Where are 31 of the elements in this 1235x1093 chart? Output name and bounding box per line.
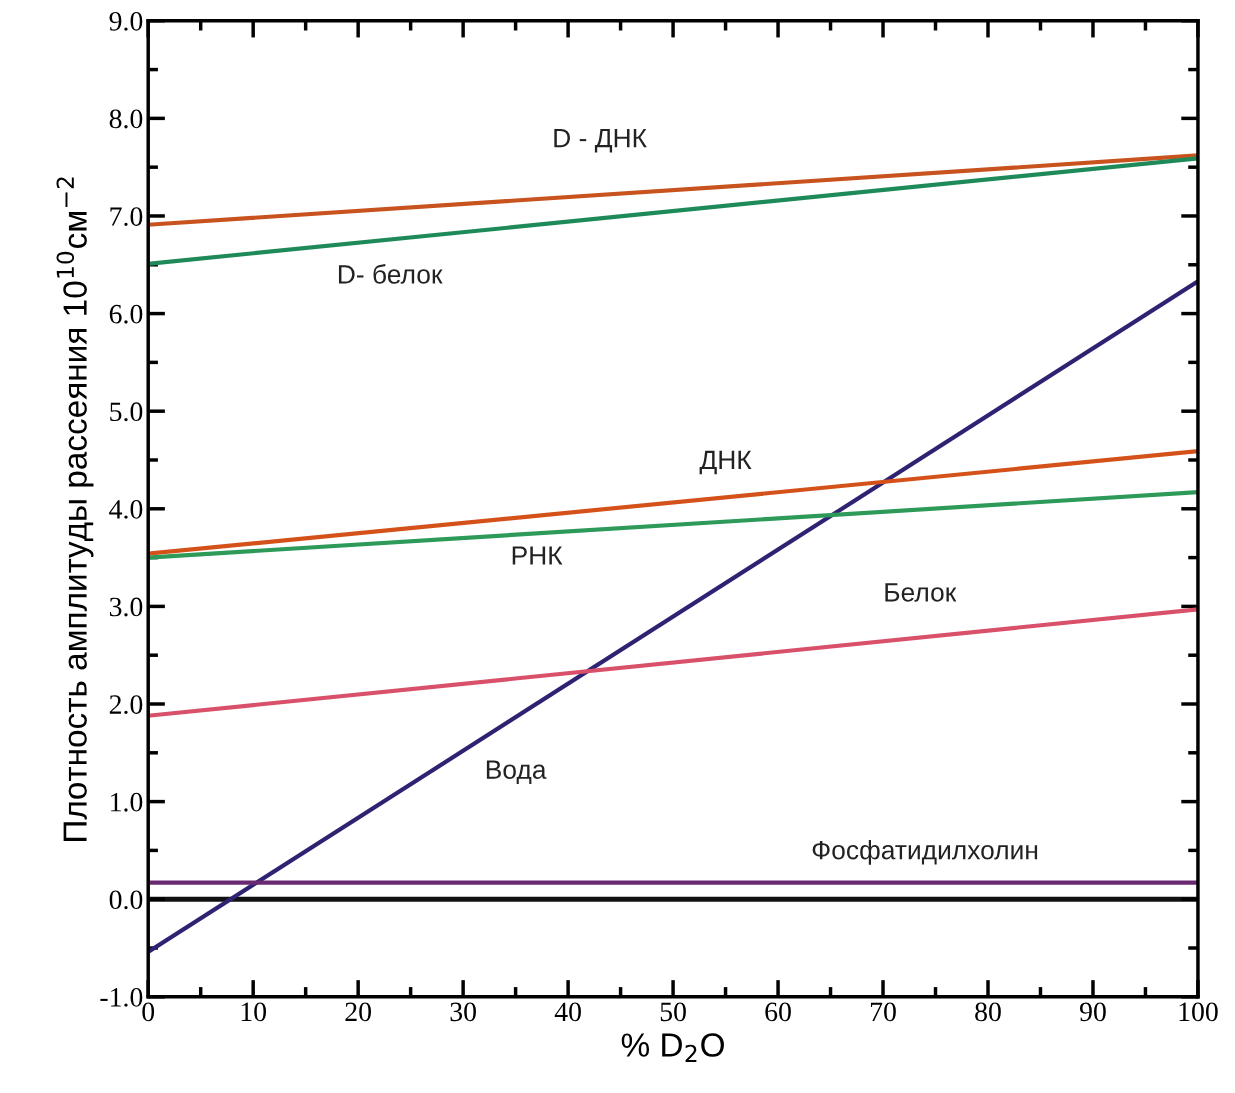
- y-tick-label: 3.0: [109, 597, 143, 617]
- y-tick-label: 7.0: [110, 207, 143, 227]
- x-tick-label: 20: [345, 1002, 371, 1022]
- y-tick-label: 1.0: [111, 792, 143, 812]
- x-tick-label: 0: [142, 1002, 155, 1022]
- series-label: Белок: [885, 583, 957, 602]
- series-label: Вода: [486, 760, 547, 784]
- y-tick-label: 6.0: [109, 304, 143, 324]
- y-tick-label: -1.0: [100, 987, 143, 1007]
- y-tick-label: 8.0: [109, 109, 143, 129]
- y-tick-label: 0.0: [109, 890, 143, 910]
- series-label: D- белок: [338, 264, 443, 284]
- x-tick-label: 50: [660, 1002, 686, 1022]
- y-tick-label: 5.0: [110, 402, 143, 422]
- x-tick-label: 100: [1179, 1002, 1218, 1022]
- x-tick-label: 10: [241, 1002, 266, 1022]
- series-label: РНК: [512, 546, 563, 565]
- y-tick-label: 9.0: [109, 11, 143, 31]
- x-axis-title: % D$_{2}$O: [621, 1033, 724, 1062]
- x-tick-label: 90: [1079, 1002, 1106, 1022]
- x-tick-label: 80: [975, 1002, 1001, 1022]
- x-tick-label: 40: [554, 1002, 581, 1022]
- y-axis-title: Плотность амплитуды рассеяния 10$^{10}$см$^{−2}$: [56, 177, 94, 841]
- x-tick-label: 60: [765, 1002, 791, 1022]
- y-tick-label: 2.0: [109, 695, 143, 715]
- x-tick-label: 70: [870, 1002, 896, 1022]
- y-tick-label: 4.0: [109, 499, 143, 519]
- series-label: ДНК: [699, 450, 752, 475]
- series-label: D - ДНК: [554, 128, 647, 153]
- x-tick-label: 30: [450, 1002, 476, 1022]
- series-label: Фосфатидилхолин: [812, 840, 1038, 865]
